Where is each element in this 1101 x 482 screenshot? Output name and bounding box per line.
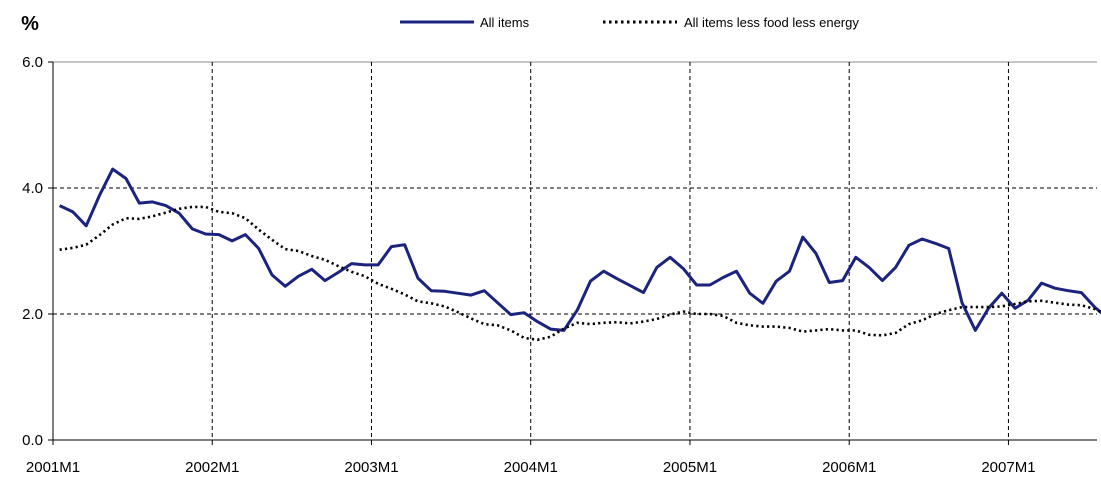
- gridlines: [53, 61, 1097, 440]
- x-tick-label: 2007M1: [981, 459, 1035, 476]
- x-tick-label: 2003M1: [344, 459, 398, 476]
- y-tick-label: 0.0: [22, 432, 43, 449]
- x-tick-label: 2002M1: [185, 459, 239, 476]
- y-tick-label: 4.0: [22, 180, 43, 197]
- y-tick-label: 6.0: [22, 54, 43, 71]
- x-tick-label: 2004M1: [504, 459, 558, 476]
- x-tick-label: 2006M1: [822, 459, 876, 476]
- axes: [48, 61, 1097, 445]
- series-lines: [58, 167, 1101, 342]
- x-tick-label: 2001M1: [26, 459, 80, 476]
- x-tick-label: 2005M1: [663, 459, 717, 476]
- legend: All items All items less food less energ…: [400, 15, 859, 30]
- series-line-all-items: [58, 167, 1101, 332]
- legend-label-core: All items less food less energy: [684, 15, 859, 30]
- y-tick-labels: 0.0 2.0 4.0 6.0: [22, 54, 43, 449]
- series-line-core: [59, 205, 1101, 342]
- y-tick-label: 2.0: [22, 306, 43, 323]
- legend-label-all-items: All items: [480, 15, 530, 30]
- y-unit-label: %: [21, 13, 39, 35]
- x-tick-labels: 2001M1 2002M1 2003M1 2004M1 2005M1 2006M1 2007…: [26, 459, 1036, 476]
